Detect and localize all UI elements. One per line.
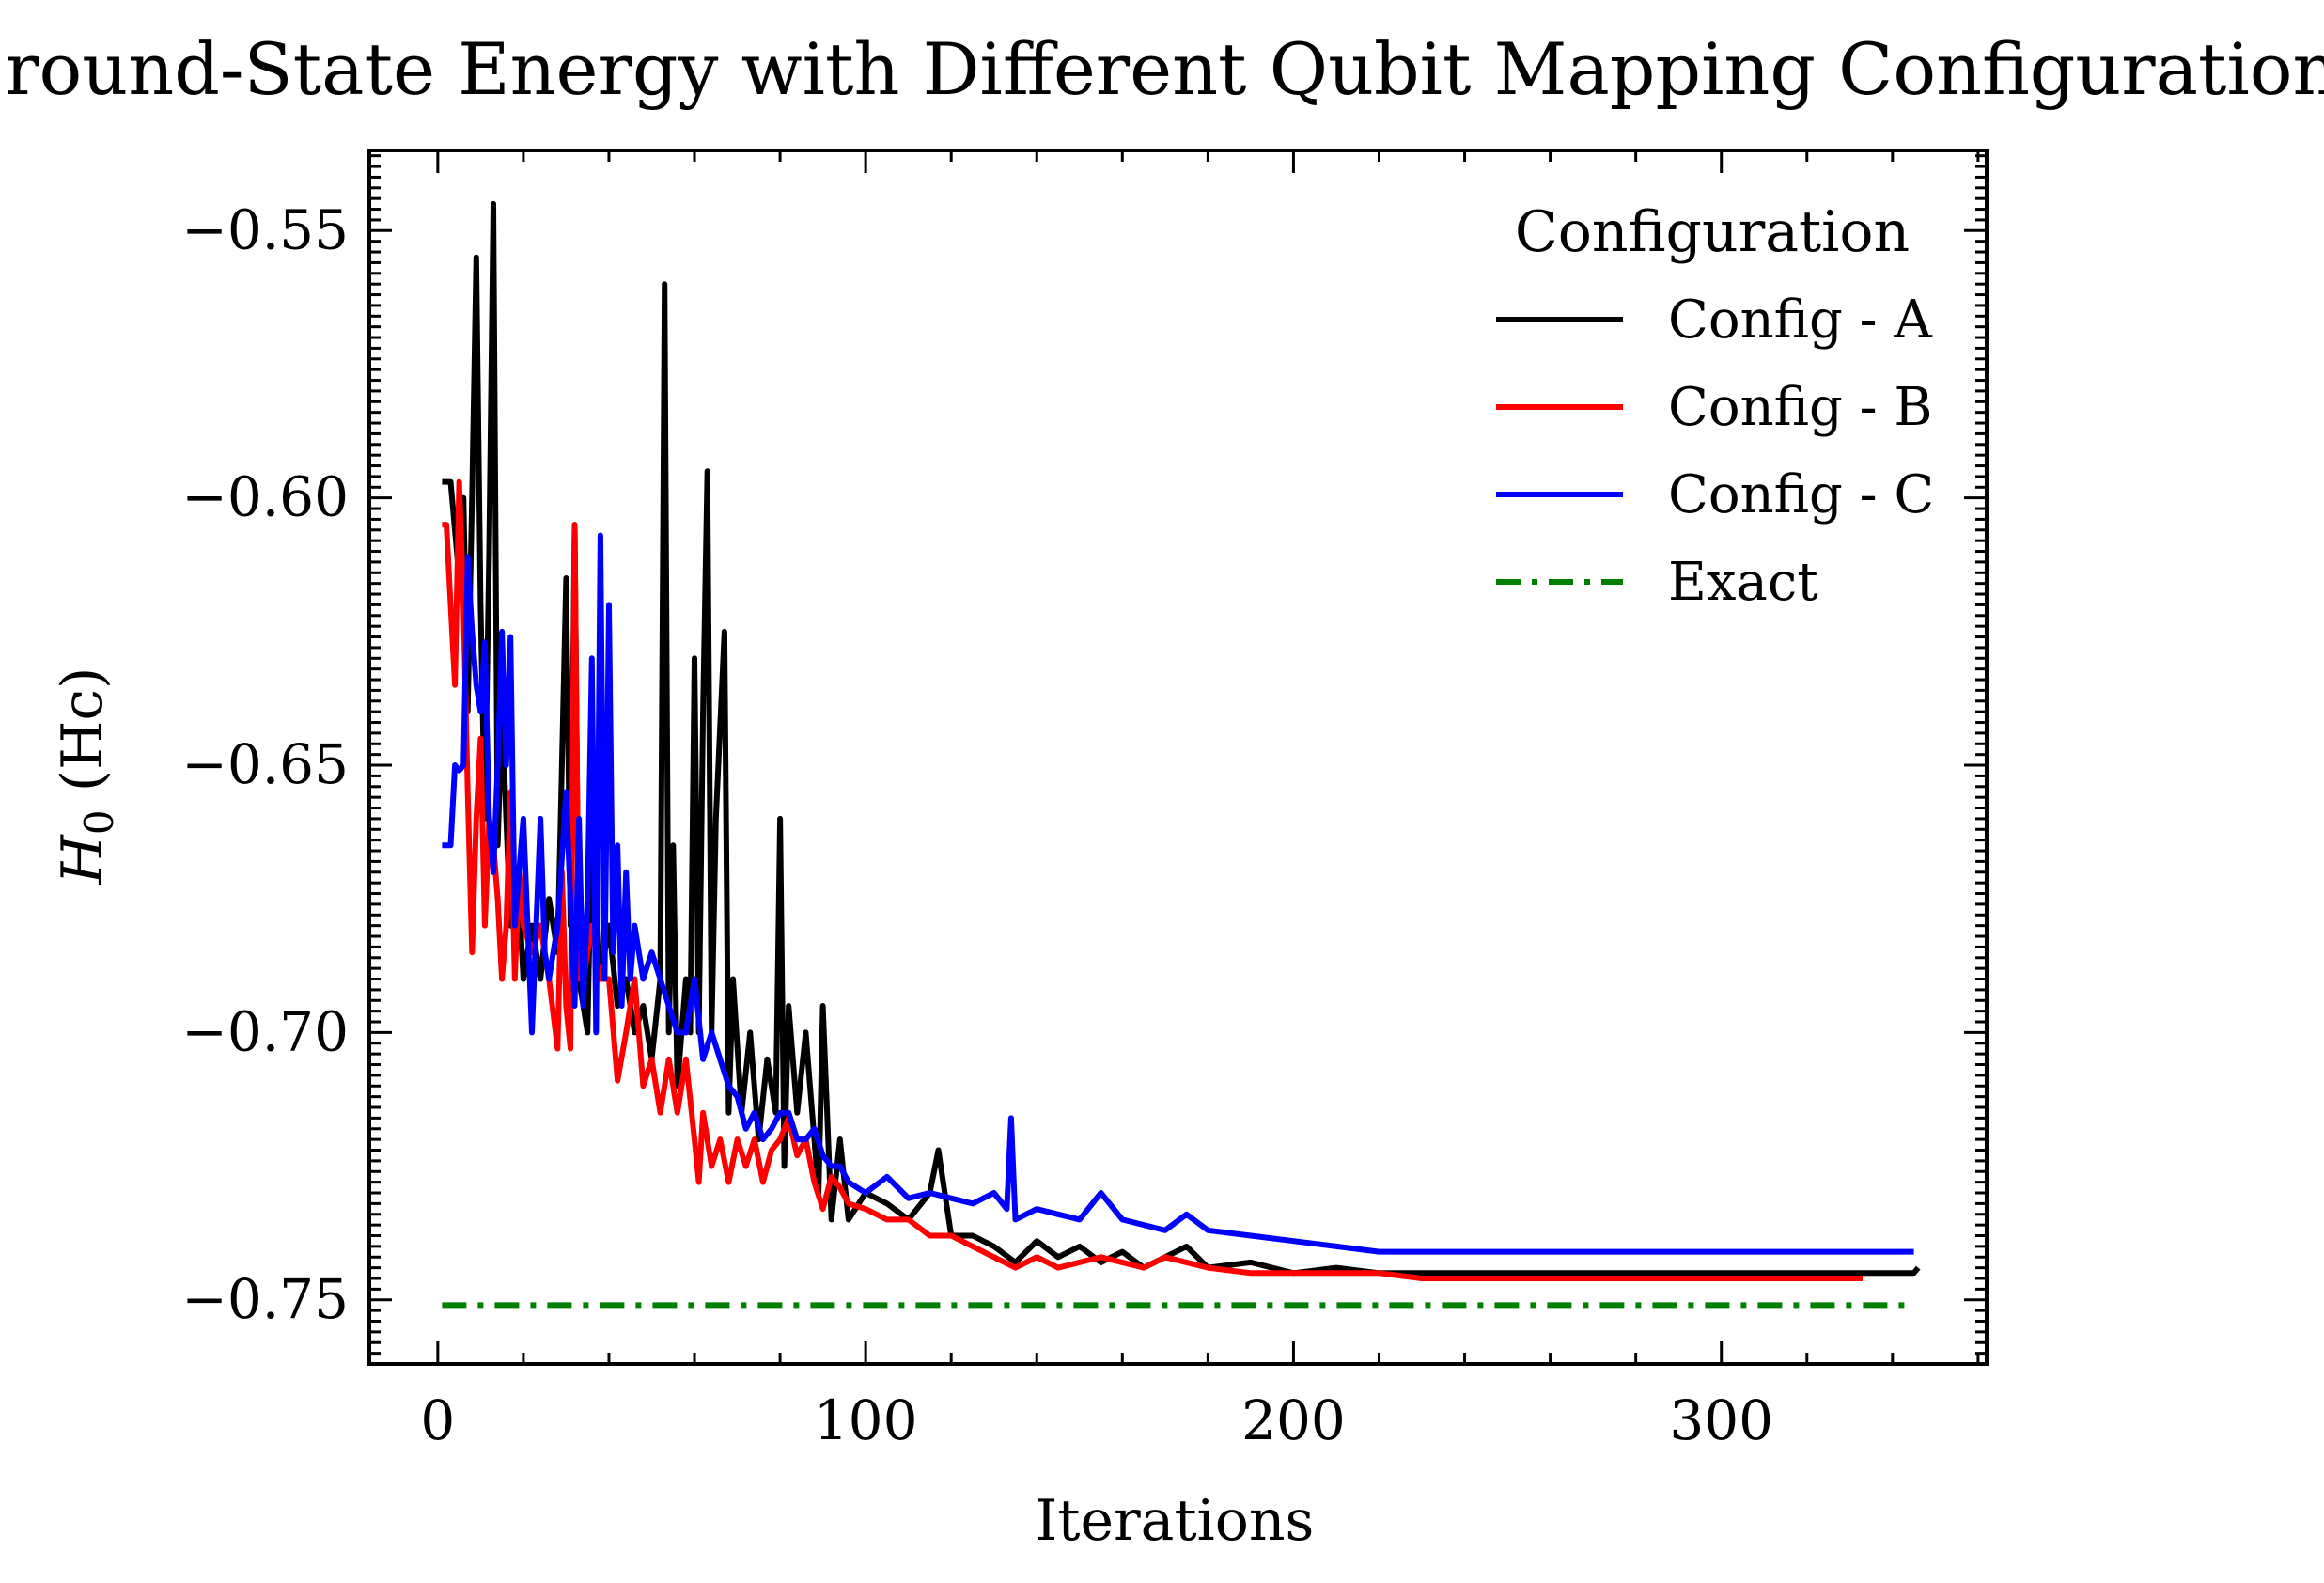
y-axis-label-symbol: H — [50, 833, 116, 885]
legend-title: Configuration — [1515, 199, 1910, 265]
legend-label-exact: Exact — [1668, 552, 1818, 613]
plot-background — [369, 150, 1987, 1364]
x-tick-label: 100 — [814, 1388, 918, 1452]
series-lines — [442, 200, 1921, 1309]
y-tick-label: −0.75 — [181, 1267, 349, 1331]
y-tick-label: −0.60 — [181, 465, 349, 529]
chart-title: Ground-State Energy with Different Qubit… — [0, 27, 2324, 111]
legend-items: Config - A Config - B Config - C Exact — [1496, 290, 1934, 613]
y-tick-label: −0.55 — [181, 197, 349, 261]
y-axis-ticks: −0.55 −0.60 −0.65 −0.70 −0.75 — [181, 154, 1987, 1366]
x-tick-label: 300 — [1669, 1388, 1773, 1452]
legend-label-config-c: Config - C — [1668, 464, 1934, 525]
series-line-config-c — [442, 532, 1914, 1255]
legend-label-config-a: Config - A — [1668, 290, 1932, 351]
y-tick-label: −0.70 — [181, 999, 349, 1063]
plot-frame — [367, 149, 1989, 1366]
series-line-config-b — [442, 478, 1863, 1281]
y-axis-label-unit: (Hc) — [50, 667, 116, 810]
x-tick-label: 0 — [420, 1388, 455, 1452]
legend-label-config-b: Config - B — [1668, 377, 1933, 438]
x-axis-ticks: 0 100 200 300 — [420, 150, 1980, 1452]
x-axis-label: Iterations — [1036, 1488, 1315, 1554]
plot-area — [369, 150, 1987, 1364]
x-tick-label: 200 — [1241, 1388, 1346, 1452]
y-axis-label-subscript: 0 — [76, 809, 122, 835]
y-tick-label: −0.65 — [181, 732, 349, 796]
y-axis-label: H0 (Hc) — [50, 667, 122, 886]
